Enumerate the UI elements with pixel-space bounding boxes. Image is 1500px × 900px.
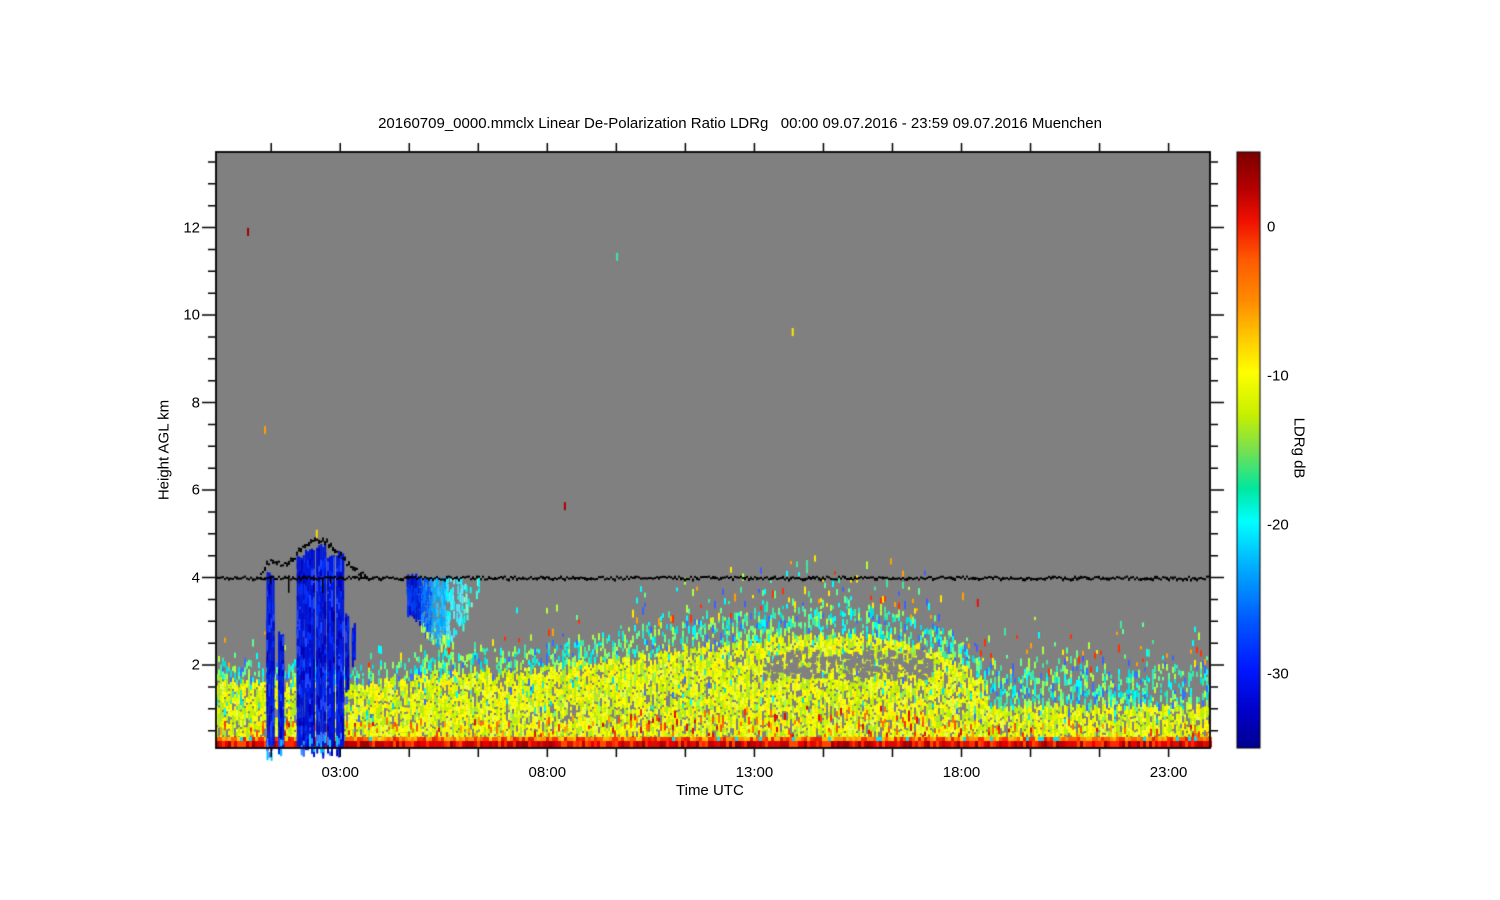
x-tick-label: 13:00 [735, 764, 774, 781]
x-tick-label: 23:00 [1149, 764, 1188, 781]
y-tick-label: 12 [183, 219, 200, 236]
y-tick-label: 8 [191, 394, 200, 411]
colorbar-tick-label: -20 [1267, 516, 1289, 533]
chart-title: 20160709_0000.mmclx Linear De-Polarizati… [378, 115, 1102, 132]
y-tick-label: 2 [191, 656, 200, 674]
colorbar-tick-label: -30 [1267, 665, 1289, 682]
colorbar-tick-label: 0 [1267, 218, 1276, 235]
y-tick-label: 10 [183, 306, 200, 324]
y-tick-label: 4 [191, 569, 200, 586]
x-tick-label: 03:00 [321, 764, 360, 781]
x-tick-label: 18:00 [942, 764, 981, 781]
colorbar-tick-label: -10 [1267, 367, 1289, 384]
y-tick-label: 6 [191, 481, 200, 499]
x-tick-label: 08:00 [528, 764, 567, 781]
colorbar-label: LDRg dB [1290, 417, 1308, 479]
x-axis-label: Time UTC [676, 782, 744, 799]
